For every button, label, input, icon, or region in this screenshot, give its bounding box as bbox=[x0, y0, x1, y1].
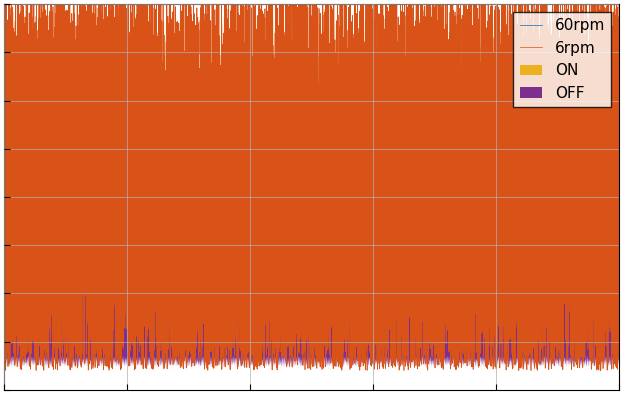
6rpm bbox=[583, 143, 590, 147]
6rpm bbox=[615, 0, 622, 1]
Legend: 60rpm, 6rpm, ON, OFF: 60rpm, 6rpm, ON, OFF bbox=[513, 12, 611, 107]
60rpm bbox=[168, 204, 175, 209]
6rpm bbox=[121, 281, 128, 286]
6rpm bbox=[37, 271, 45, 275]
60rpm bbox=[26, 191, 34, 195]
6rpm bbox=[597, 368, 604, 373]
60rpm bbox=[37, 196, 45, 201]
60rpm bbox=[540, 185, 548, 190]
Line: 60rpm: 60rpm bbox=[4, 188, 619, 206]
60rpm bbox=[583, 201, 590, 205]
6rpm bbox=[1, 263, 8, 268]
6rpm bbox=[3, 129, 11, 134]
Line: 6rpm: 6rpm bbox=[4, 0, 619, 370]
6rpm bbox=[301, 288, 308, 293]
60rpm bbox=[121, 201, 128, 206]
6rpm bbox=[26, 95, 34, 99]
60rpm bbox=[3, 190, 11, 194]
60rpm bbox=[615, 202, 622, 206]
60rpm bbox=[1, 188, 8, 193]
60rpm bbox=[301, 204, 308, 208]
